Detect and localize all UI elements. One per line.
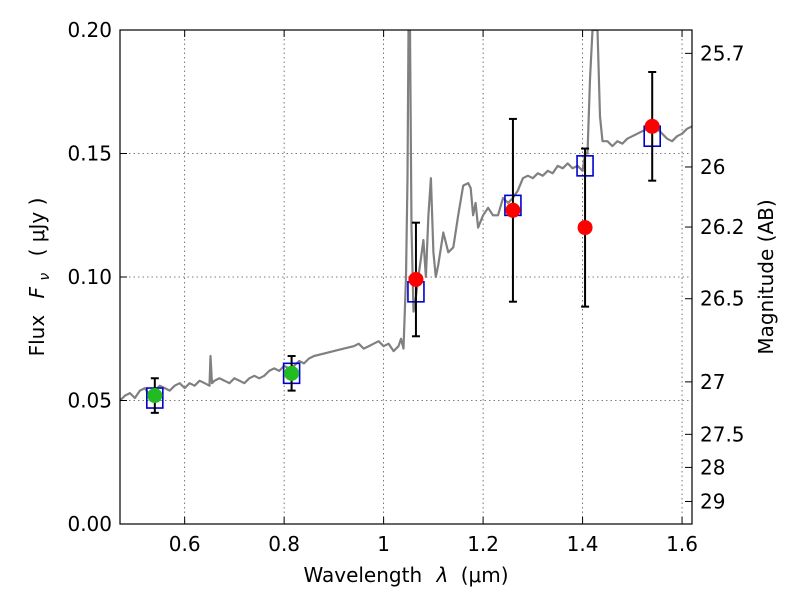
y2-tick-label: 25.7	[700, 41, 745, 65]
y-axis-title: Flux F ν ( μJy )	[25, 198, 54, 357]
y-tick-label: 0.05	[67, 389, 112, 413]
y-tick-label: 0.20	[67, 18, 112, 42]
y-tick-label: 0.00	[67, 512, 112, 536]
x-axis-title-prefix: Wavelength	[303, 563, 422, 587]
y2-tick-label: 26.5	[700, 287, 745, 311]
x-tick-label: 0.8	[268, 532, 300, 556]
y2-tick-label: 29	[700, 489, 725, 513]
x-tick-label: 1.6	[666, 532, 698, 556]
y2-axis-title: Magnitude (AB)	[754, 199, 778, 354]
y2-tick-label: 27.5	[700, 422, 745, 446]
y-axis-title-unit: ( μJy )	[25, 198, 49, 257]
series-layer	[120, 30, 692, 414]
tick-layer: 0.6 0.8 1 1.2 1.4 1.6 0.00 0.05 0.10 0.15 0.20 25.7…	[67, 18, 744, 556]
x-tick-label: 1	[377, 532, 390, 556]
template-spectrum-line	[120, 30, 692, 402]
red-data-point	[577, 220, 593, 236]
red-data-point	[644, 118, 660, 134]
x-axis-title-unit: (μm)	[461, 563, 509, 587]
y-tick-label: 0.10	[67, 265, 112, 289]
green-data-point	[147, 388, 163, 404]
green-data-point	[284, 365, 300, 381]
grid-lines	[120, 30, 692, 524]
y2-tick-label: 26	[700, 155, 725, 179]
y-tick-label: 0.15	[67, 142, 112, 166]
y-axis-title-subscript: ν	[37, 273, 53, 281]
y2-tick-label: 26.2	[700, 215, 745, 239]
x-tick-label: 1.4	[567, 532, 599, 556]
x-axis-title: Wavelength λ (μm)	[303, 563, 508, 587]
x-tick-label: 0.6	[169, 532, 201, 556]
red-data-point	[408, 271, 424, 287]
y-axis-title-prefix: Flux	[25, 315, 49, 357]
x-axis-title-symbol: λ	[436, 563, 449, 587]
y-axis-title-symbol: F	[25, 286, 49, 298]
x-tick-label: 1.2	[467, 532, 499, 556]
y2-tick-label: 27	[700, 370, 725, 394]
y2-tick-label: 28	[700, 455, 725, 479]
red-data-point	[505, 202, 521, 218]
